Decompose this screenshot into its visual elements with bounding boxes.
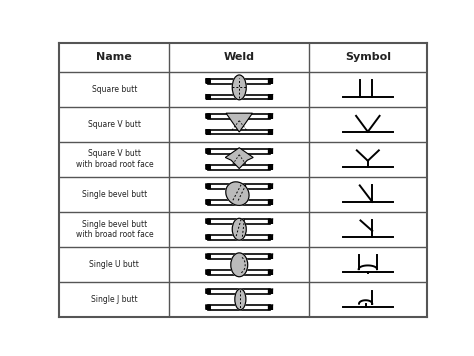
Text: Symbol: Symbol	[345, 52, 391, 62]
Polygon shape	[226, 113, 253, 132]
Text: Square V butt: Square V butt	[88, 120, 141, 129]
Text: Name: Name	[97, 52, 132, 62]
Text: Square V butt
with broad root face: Square V butt with broad root face	[75, 150, 153, 169]
Text: Square butt: Square butt	[91, 84, 137, 94]
Text: Weld: Weld	[224, 52, 255, 62]
Ellipse shape	[226, 182, 249, 205]
Polygon shape	[225, 148, 253, 168]
Ellipse shape	[232, 75, 246, 100]
Text: Single bevel butt: Single bevel butt	[82, 190, 147, 199]
Ellipse shape	[231, 253, 248, 277]
Text: Single J butt: Single J butt	[91, 295, 137, 304]
Text: Single U butt: Single U butt	[90, 260, 139, 269]
Ellipse shape	[232, 218, 246, 240]
Text: Single bevel butt
with broad root face: Single bevel butt with broad root face	[75, 220, 153, 239]
Ellipse shape	[235, 289, 246, 310]
